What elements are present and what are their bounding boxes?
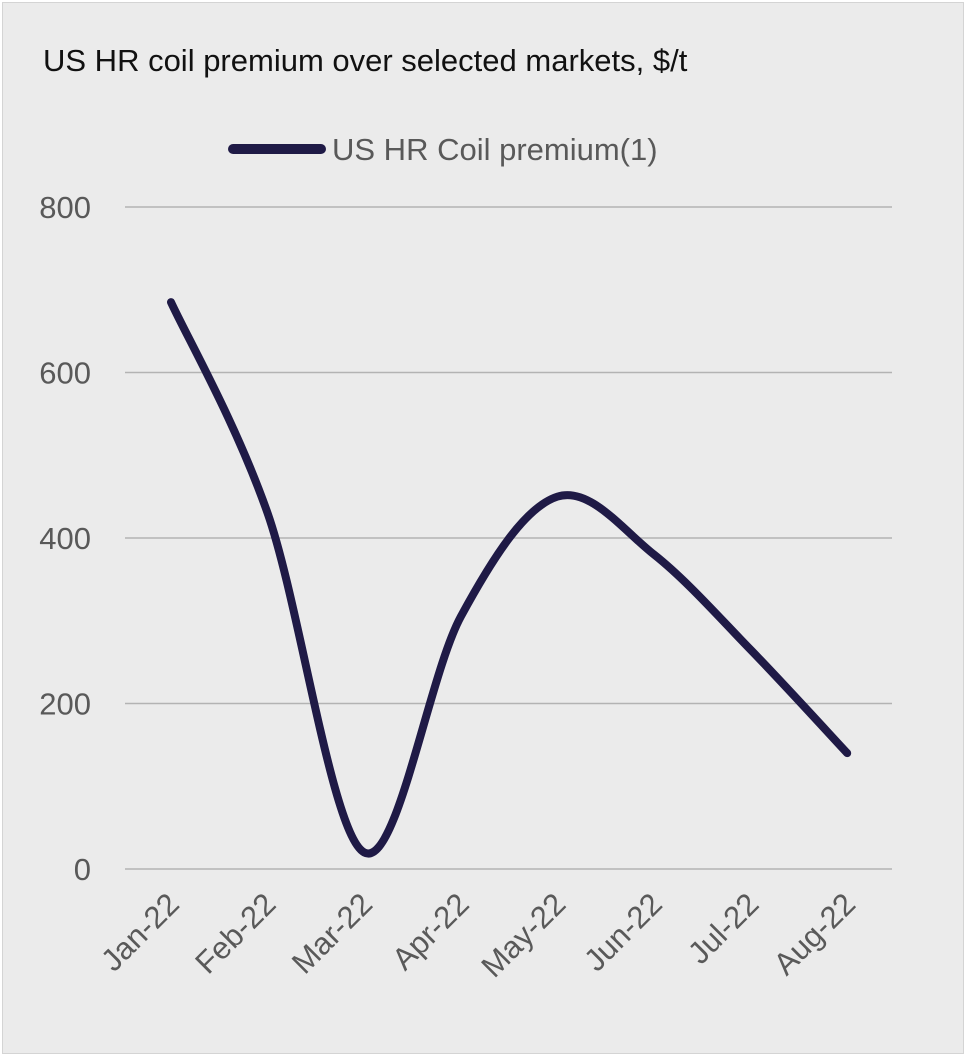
x-tick-label: Aug-22 bbox=[767, 886, 862, 981]
x-tick-label: Mar-22 bbox=[285, 886, 379, 980]
legend: US HR Coil premium(1) bbox=[228, 132, 658, 167]
x-tick-label: Jan-22 bbox=[94, 886, 186, 978]
x-tick-label: Feb-22 bbox=[188, 886, 282, 980]
chart-title: US HR coil premium over selected markets… bbox=[43, 43, 688, 78]
x-tick-label: May-22 bbox=[475, 886, 573, 984]
y-tick-labels: 0 200 400 600 800 bbox=[39, 190, 91, 887]
legend-label: US HR Coil premium(1) bbox=[332, 132, 658, 167]
series-line bbox=[167, 298, 852, 858]
y-tick-label: 600 bbox=[39, 356, 91, 391]
x-tick-label: Jul-22 bbox=[681, 886, 765, 970]
x-tick-label: Apr-22 bbox=[385, 886, 476, 977]
y-tick-label: 400 bbox=[39, 521, 91, 556]
y-tick-label: 800 bbox=[39, 190, 91, 225]
y-tick-label: 200 bbox=[39, 687, 91, 722]
x-tick-label: Jun-22 bbox=[577, 886, 669, 978]
series-lines bbox=[167, 298, 852, 858]
y-tick-label: 0 bbox=[74, 852, 91, 887]
